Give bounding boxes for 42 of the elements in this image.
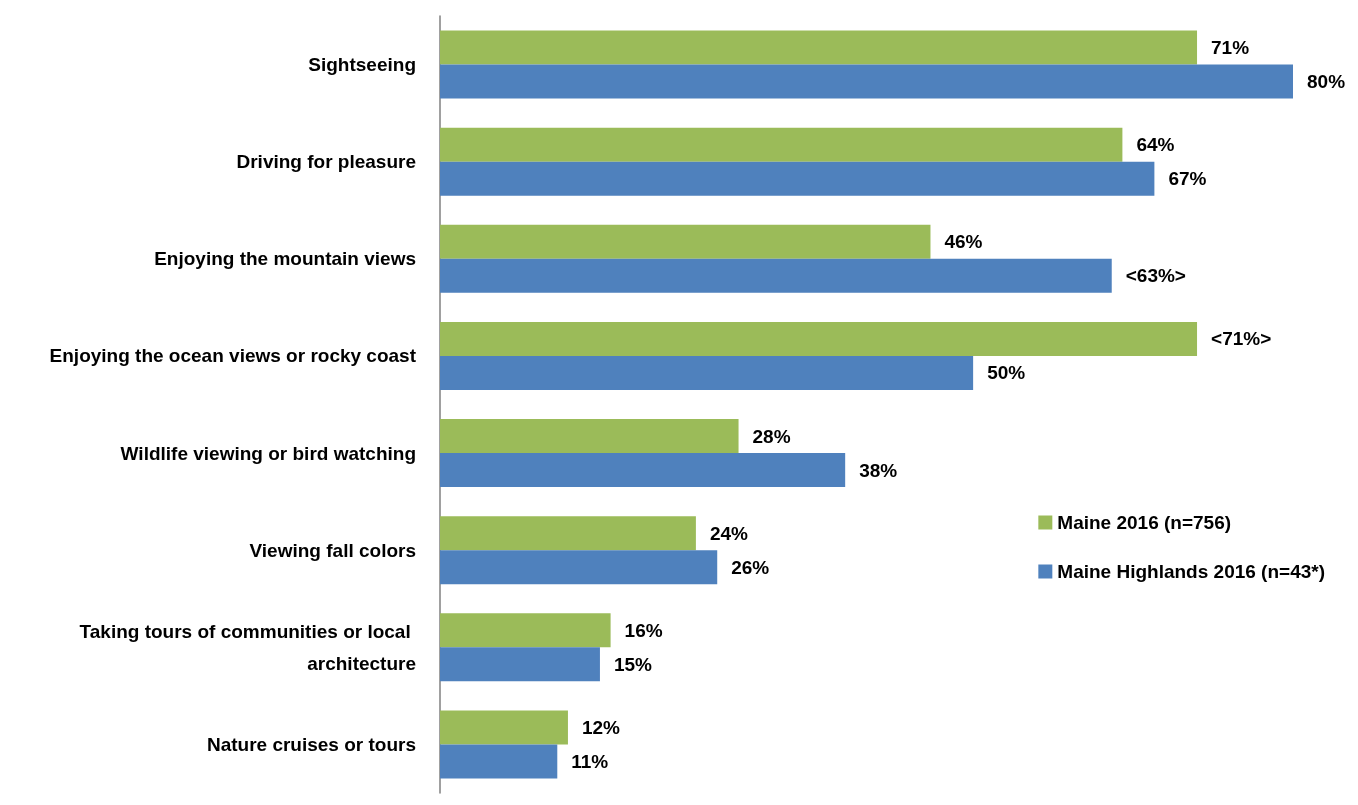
bar [440, 161, 1155, 196]
bar [440, 419, 739, 454]
data-label: <71%> [1211, 328, 1272, 350]
data-label: 80% [1307, 71, 1346, 93]
data-label: 38% [859, 459, 898, 481]
data-label: <63%> [1125, 265, 1186, 287]
bar [440, 224, 931, 259]
data-label: 11% [571, 750, 609, 772]
bar [440, 258, 1112, 293]
bar [440, 710, 568, 745]
bar [440, 127, 1123, 162]
data-label: 64% [1136, 134, 1175, 156]
bar [440, 64, 1293, 99]
data-label: 67% [1168, 168, 1207, 190]
y-tick-label: Taking tours of communities or local architecture [79, 620, 416, 674]
y-tick-label: Enjoying the ocean views or rocky coast [49, 345, 417, 367]
data-label: 28% [752, 425, 791, 447]
bar [440, 613, 611, 648]
legend-label: Maine Highlands 2016 (n=43*) [1057, 561, 1325, 582]
y-tick-label: Enjoying the mountain views [154, 248, 416, 270]
data-label: 15% [613, 653, 653, 675]
y-tick-label: Nature cruises or tours [206, 733, 416, 755]
data-label: 26% [731, 556, 770, 578]
data-label: 71% [1211, 37, 1250, 59]
data-label: 50% [987, 362, 1026, 384]
bar [440, 355, 974, 390]
bar [440, 550, 718, 585]
bar [440, 453, 846, 488]
y-tick-label: Viewing fall colors [249, 539, 416, 561]
data-label: 12% [581, 716, 621, 738]
data-label: 24% [709, 522, 749, 544]
bar [440, 744, 558, 779]
y-tick-label: Driving for pleasure [236, 151, 416, 173]
bar [440, 516, 696, 551]
bar [440, 647, 600, 682]
data-label: 46% [944, 231, 983, 253]
legend-label: Maine 2016 (n=756) [1057, 512, 1232, 533]
bar [440, 30, 1198, 65]
y-tick-label: Sightseeing [308, 54, 416, 76]
bar [440, 321, 1198, 356]
data-label: 16% [624, 619, 663, 641]
y-tick-label: Wildlife viewing or bird watching [120, 442, 416, 464]
